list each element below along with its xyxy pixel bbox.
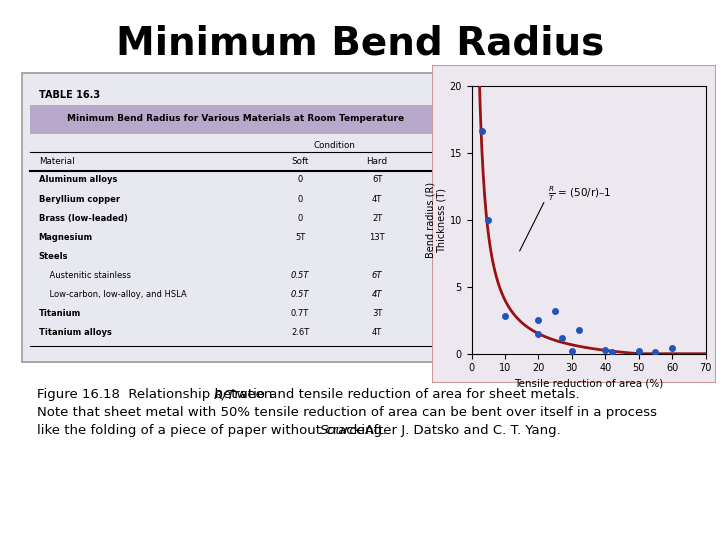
Text: 4T: 4T <box>372 328 382 337</box>
Point <box>600 346 611 354</box>
Text: Titanium alloys: Titanium alloys <box>39 328 112 337</box>
Text: 2T: 2T <box>372 214 382 222</box>
Text: Magnesium: Magnesium <box>39 233 93 242</box>
X-axis label: Tensile reduction of area (%): Tensile reduction of area (%) <box>514 379 663 389</box>
Text: 6T: 6T <box>372 176 382 185</box>
Text: 0.5T: 0.5T <box>291 271 310 280</box>
Text: 0: 0 <box>297 176 302 185</box>
Point <box>499 312 510 321</box>
Text: Source: Source <box>320 424 366 437</box>
Text: 2.6T: 2.6T <box>291 328 309 337</box>
Text: Material: Material <box>39 157 74 166</box>
Text: Low-carbon, low-alloy, and HSLA: Low-carbon, low-alloy, and HSLA <box>39 290 186 299</box>
Text: 5T: 5T <box>295 233 305 242</box>
FancyBboxPatch shape <box>432 65 716 383</box>
Point <box>533 316 544 325</box>
Text: like the folding of a piece of paper without cracking.: like the folding of a piece of paper wit… <box>37 424 395 437</box>
Text: Aluminum alloys: Aluminum alloys <box>39 176 117 185</box>
Text: 3T: 3T <box>372 309 382 318</box>
Text: ratio and tensile reduction of area for sheet metals.: ratio and tensile reduction of area for … <box>230 388 580 401</box>
Text: Austenitic stainless: Austenitic stainless <box>39 271 131 280</box>
Text: 13T: 13T <box>369 233 385 242</box>
Text: R/T: R/T <box>214 388 235 401</box>
Text: :  After J. Datsko and C. T. Yang.: : After J. Datsko and C. T. Yang. <box>351 424 560 437</box>
Point <box>633 347 644 355</box>
Text: 6T: 6T <box>372 271 382 280</box>
Point <box>667 344 678 353</box>
Text: 0.7T: 0.7T <box>291 309 309 318</box>
Point <box>549 307 561 315</box>
Text: 0: 0 <box>297 194 302 204</box>
Text: 4T: 4T <box>372 290 382 299</box>
Text: Steels: Steels <box>39 252 68 261</box>
Point <box>606 348 618 357</box>
Y-axis label: Bend radius (R)
Thickness (T): Bend radius (R) Thickness (T) <box>425 182 446 258</box>
Text: Soft: Soft <box>292 157 309 166</box>
Text: 0.5T: 0.5T <box>291 290 310 299</box>
Text: 4T: 4T <box>372 194 382 204</box>
Point <box>573 325 585 334</box>
Text: Minimum Bend Radius: Minimum Bend Radius <box>116 24 604 62</box>
Point <box>649 348 661 357</box>
Text: Condition: Condition <box>313 141 355 150</box>
Text: Beryllium copper: Beryllium copper <box>39 194 120 204</box>
Point <box>482 216 494 225</box>
Point <box>476 126 487 135</box>
Text: Minimum Bend Radius for Various Materials at Room Temperature: Minimum Bend Radius for Various Material… <box>67 114 405 123</box>
Point <box>533 329 544 338</box>
Text: Hard: Hard <box>366 157 388 166</box>
Text: TABLE 16.3: TABLE 16.3 <box>39 90 100 100</box>
FancyBboxPatch shape <box>22 73 450 362</box>
Text: 0: 0 <box>297 214 302 222</box>
Text: Figure 16.18  Relationship between: Figure 16.18 Relationship between <box>37 388 276 401</box>
Text: Titanium: Titanium <box>39 309 81 318</box>
Text: $\frac{R}{T}$ = (50/r)–1: $\frac{R}{T}$ = (50/r)–1 <box>549 184 612 202</box>
FancyBboxPatch shape <box>30 105 441 133</box>
Text: Brass (low-leaded): Brass (low-leaded) <box>39 214 127 222</box>
Text: Note that sheet metal with 50% tensile reduction of area can be bent over itself: Note that sheet metal with 50% tensile r… <box>37 406 657 419</box>
Point <box>556 333 567 342</box>
Point <box>566 347 577 355</box>
